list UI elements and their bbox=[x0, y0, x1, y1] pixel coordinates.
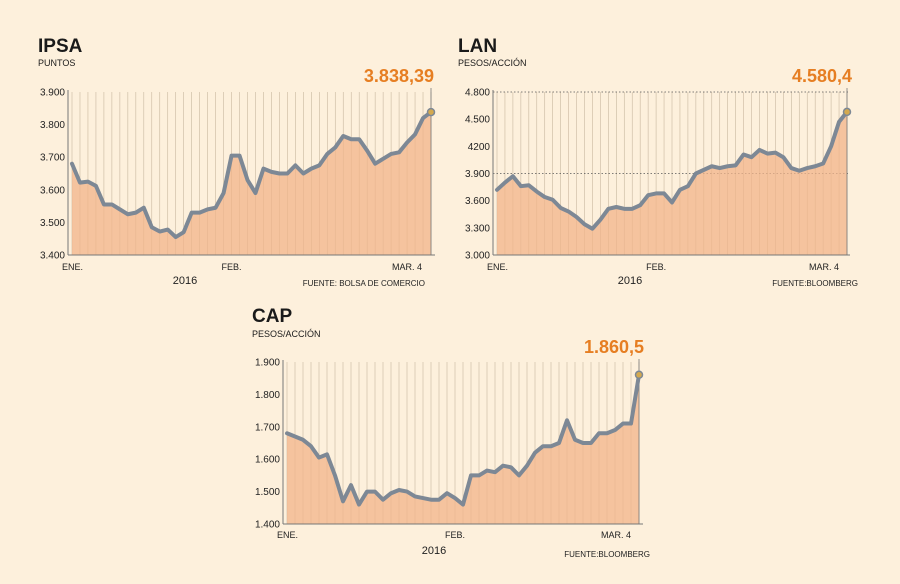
lan-source: FUENTE:BLOOMBERG bbox=[772, 279, 858, 288]
ipsa-y-tick-label: 3.700 bbox=[40, 153, 65, 164]
lan-callout-value: 4.580,4 bbox=[792, 66, 852, 86]
ipsa-y-tick-label: 3.500 bbox=[40, 218, 65, 229]
cap-y-tick-label: 1.800 bbox=[255, 390, 280, 401]
lan-x-tick-label: ENE. bbox=[487, 262, 508, 272]
ipsa-year-label: 2016 bbox=[173, 275, 197, 287]
lan-area-fill bbox=[497, 111, 847, 255]
cap-chart: 1.400 1.500 1.600 1.700 1.800 1.900 ENE. FEB. MA… bbox=[252, 306, 650, 559]
cap-area-fill bbox=[287, 374, 639, 524]
lan-y-tick-label: 3.000 bbox=[465, 251, 490, 262]
ipsa-unit-label: PUNTOS bbox=[38, 58, 75, 68]
ipsa-area-fill bbox=[72, 112, 431, 255]
ipsa-title: IPSA bbox=[38, 36, 83, 57]
lan-x-tick-label: MAR. 4 bbox=[809, 262, 839, 272]
ipsa-callout-value: 3.838,39 bbox=[364, 66, 434, 86]
cap-y-tick-label: 1.400 bbox=[255, 520, 280, 531]
lan-x-tick-label: FEB. bbox=[646, 262, 666, 272]
cap-last-point bbox=[634, 370, 644, 380]
lan-y-tick-label: 3.900 bbox=[465, 169, 490, 180]
lan-y-tick-label: 4.800 bbox=[465, 88, 490, 99]
ipsa-series-line bbox=[70, 110, 433, 240]
lan-y-tick-label: 3.300 bbox=[465, 223, 490, 234]
cap-x-tick-label: ENE. bbox=[277, 530, 298, 540]
cap-y-tick-label: 1.900 bbox=[255, 358, 280, 369]
cap-y-tick-label: 1.500 bbox=[255, 487, 280, 498]
ipsa-y-tick-label: 3.600 bbox=[40, 185, 65, 196]
cap-y-tick-label: 1.700 bbox=[255, 422, 280, 433]
ipsa-y-tick-label: 3.800 bbox=[40, 120, 65, 131]
lan-y-tick-label: 4200 bbox=[468, 142, 491, 153]
lan-unit-label: PESOS/ACCIÓN bbox=[458, 58, 527, 68]
cap-title: CAP bbox=[252, 306, 292, 327]
ipsa-x-tick-label: ENE. bbox=[62, 262, 83, 272]
lan-year-label: 2016 bbox=[618, 275, 642, 287]
ipsa-last-point bbox=[426, 107, 436, 117]
lan-series-line bbox=[495, 109, 849, 231]
cap-callout-value: 1.860,5 bbox=[584, 337, 644, 357]
lan-y-tick-label: 3.600 bbox=[465, 196, 490, 207]
cap-source: FUENTE:BLOOMBERG bbox=[564, 550, 650, 559]
ipsa-x-tick-label: MAR. 4 bbox=[392, 262, 422, 272]
cap-series-line bbox=[285, 372, 641, 507]
ipsa-y-tick-label: 3.900 bbox=[40, 88, 65, 99]
lan-chart: 3.000 3.300 3.600 3.900 4200 4.500 4.800 ENE. FE… bbox=[458, 36, 858, 288]
lan-last-point bbox=[842, 107, 852, 117]
cap-y-tick-label: 1.600 bbox=[255, 455, 280, 466]
ipsa-chart: 3.400 3.500 3.600 3.700 3.800 3.900 ENE. FEB. MA… bbox=[38, 36, 436, 288]
lan-title: LAN bbox=[458, 36, 497, 57]
ipsa-x-tick-label: FEB. bbox=[222, 262, 242, 272]
cap-x-tick-label: MAR. 4 bbox=[601, 530, 631, 540]
lan-y-tick-label: 4.500 bbox=[465, 115, 490, 126]
ipsa-source: FUENTE: BOLSA DE COMERCIO bbox=[303, 279, 425, 288]
cap-unit-label: PESOS/ACCIÓN bbox=[252, 329, 321, 339]
ipsa-y-tick-label: 3.400 bbox=[40, 251, 65, 262]
cap-year-label: 2016 bbox=[422, 545, 446, 557]
cap-x-tick-label: FEB. bbox=[445, 530, 465, 540]
